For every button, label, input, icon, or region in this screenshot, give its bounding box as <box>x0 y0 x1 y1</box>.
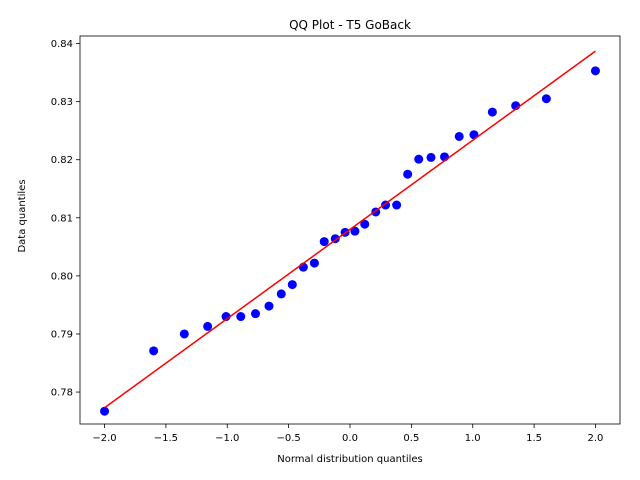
plot-area <box>79 35 621 425</box>
data-point <box>264 301 274 311</box>
data-point <box>149 346 159 356</box>
data-point <box>426 152 436 162</box>
y-tick-label: 0.79 <box>51 329 73 340</box>
data-point <box>392 200 402 210</box>
data-point <box>203 321 213 331</box>
x-tick-label: 0.0 <box>342 433 358 444</box>
data-point <box>179 329 189 339</box>
data-point <box>100 406 110 416</box>
y-tick-label: 0.78 <box>51 388 73 399</box>
x-tick-label: 2.0 <box>588 433 604 444</box>
x-axis: −2.0 −1.5 −1.0 −0.5 0.0 0.5 1.0 1.5 2.0 <box>92 424 603 444</box>
chart-title: QQ Plot - T5 GoBack <box>289 18 411 32</box>
x-tick-label: −0.5 <box>276 433 300 444</box>
x-tick-label: 1.5 <box>526 433 542 444</box>
data-point <box>236 312 246 322</box>
data-point <box>454 131 464 141</box>
data-point <box>541 94 551 104</box>
y-axis-title: Data quantiles <box>17 179 28 252</box>
y-axis: 0.78 0.79 0.80 0.81 0.82 0.83 0.84 <box>51 39 80 399</box>
x-axis-title: Normal distribution quantiles <box>277 454 423 465</box>
x-tick-label: −1.5 <box>154 433 178 444</box>
data-point <box>319 237 329 247</box>
data-point <box>360 219 370 229</box>
data-point <box>350 226 360 236</box>
y-tick-label: 0.83 <box>51 97 73 108</box>
data-point <box>403 169 413 179</box>
fit-line <box>104 50 596 409</box>
y-tick-label: 0.80 <box>51 271 73 282</box>
data-point <box>590 66 600 76</box>
data-point <box>487 107 497 117</box>
x-tick-label: 0.5 <box>403 433 419 444</box>
data-point <box>251 309 260 319</box>
data-point <box>221 312 231 322</box>
data-point <box>414 154 424 164</box>
x-tick-label: −1.0 <box>215 433 239 444</box>
data-point <box>276 289 286 299</box>
x-tick-label: 1.0 <box>465 433 481 444</box>
x-tick-label: −2.0 <box>92 433 116 444</box>
y-tick-label: 0.82 <box>51 155 73 166</box>
data-point <box>287 280 297 290</box>
data-point <box>309 258 319 268</box>
y-tick-label: 0.81 <box>51 213 73 224</box>
y-tick-label: 0.84 <box>51 39 73 50</box>
